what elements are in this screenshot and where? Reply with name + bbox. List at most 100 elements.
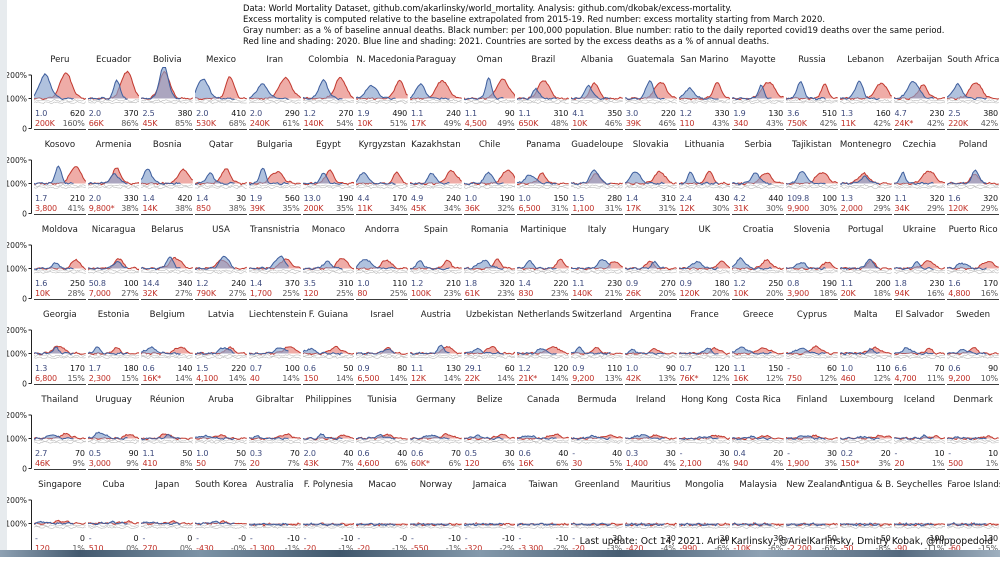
pct-annual-deaths-value: 6%: [394, 458, 408, 468]
pct-annual-deaths-value: 14%: [497, 373, 515, 383]
excess-mortality-sparkline: [839, 434, 892, 444]
country-name: Lebanon: [847, 55, 885, 65]
country-name: Bermuda: [577, 395, 617, 405]
pct-annual-deaths-value: 23%: [551, 288, 569, 298]
covid-ratio-value: 1.5: [572, 194, 585, 203]
excess-deaths-value: 1,100: [572, 203, 595, 213]
country-cell-chile: Chile 1.0 190 36K 32%: [463, 139, 517, 224]
covid-ratio-value: 1.0: [518, 194, 531, 203]
covid-ratio-value: 1.5: [196, 364, 209, 373]
pct-annual-deaths-value: 12%: [873, 373, 891, 383]
country-stats: 2.0 410 530K 68%: [195, 109, 247, 130]
country-name: Nicaragua: [91, 225, 136, 235]
country-stats: 13.0 190 200K 35%: [302, 194, 355, 215]
country-cell-south-africa: South Africa 2.5 380 220K 42%: [946, 54, 1000, 139]
country-stats: 1.0 150 6,500 31%: [517, 194, 570, 215]
excess-deaths-value: 790K: [196, 288, 216, 298]
country-cell-serbia: Serbia 4.2 440 31K 30%: [731, 139, 785, 224]
excess-mortality-sparkline: [141, 520, 194, 529]
per-100k-value: 110: [875, 364, 891, 373]
covid-ratio-value: -: [411, 534, 414, 543]
excess-deaths-value: 500: [948, 458, 963, 468]
country-cell-f-polynesia: F. Polynesia - -10 -20 -1%: [302, 479, 356, 558]
per-100k-value: 110: [607, 364, 622, 373]
country-cell-kyrgyzstan: Kyrgyzstan 4.4 170 11K 34%: [355, 139, 409, 224]
pct-annual-deaths-value: 6%: [448, 458, 461, 468]
country-cell-moldova: Moldova 1.6 250 10K 28%: [33, 224, 87, 309]
pct-annual-deaths-value: 31%: [658, 203, 676, 213]
covid-ratio-value: -: [840, 534, 844, 543]
country-cell-greece: Greece 1.1 150 16K 12%: [731, 309, 785, 394]
country-cell-bosnia: Bosnia 1.4 420 14K 38%: [140, 139, 194, 224]
excess-deaths-value: 12K: [679, 203, 695, 213]
excess-deaths-value: 120: [35, 543, 50, 553]
per-100k-value: 10: [934, 449, 945, 458]
excess-mortality-sparkline: [356, 79, 409, 105]
pct-annual-deaths-value: 23%: [443, 288, 461, 298]
per-100k-value: 250: [768, 279, 784, 288]
excess-mortality-sparkline: [624, 347, 677, 359]
covid-ratio-value: 1.6: [948, 279, 961, 288]
country-cell-netherlands: Netherlands 1.2 120 21K* 14%: [516, 309, 570, 394]
country-name: Martinique: [520, 225, 567, 235]
excess-mortality-sparkline: [678, 260, 731, 274]
per-100k-value: 40: [343, 449, 354, 458]
excess-deaths-value: -3,300: [518, 543, 544, 553]
pct-annual-deaths-value: 7%: [287, 458, 300, 468]
country-stats: 2.0 370 66K 86%: [87, 109, 140, 130]
per-100k-value: -100: [926, 534, 945, 543]
covid-ratio-value: 2.5: [142, 109, 155, 118]
excess-mortality-sparkline: [678, 346, 731, 359]
country-cell-puerto-rico: Puerto Rico 1.6 170 4,800 16%: [946, 224, 1000, 309]
country-cell-denmark: Denmark - 10 500 1%: [946, 394, 1000, 479]
y-axis: 200% 100% 0: [7, 224, 33, 309]
per-100k-value: 410: [231, 109, 246, 118]
excess-deaths-value: 510: [88, 543, 104, 553]
excess-deaths-value: 1,400: [625, 458, 648, 468]
country-cell-estonia: Estonia 1.7 180 2,300 15%: [87, 309, 141, 394]
per-100k-value: 310: [338, 279, 354, 288]
excess-deaths-value: 11K: [357, 203, 373, 213]
country-cell-france: France 0.7 120 76K* 12%: [678, 309, 732, 394]
country-cell-gibraltar: Gibraltar 0.3 70 20 7%: [248, 394, 302, 479]
excess-mortality-sparkline: [839, 171, 892, 190]
country-stats: 0.6 40 16K 6%: [517, 449, 570, 470]
excess-mortality-sparkline: [410, 522, 462, 529]
country-name: Estonia: [97, 310, 130, 320]
excess-mortality-sparkline: [463, 169, 516, 189]
country-cell-seychelles: Seychelles - -100 -90 -11%: [893, 479, 947, 558]
country-cell-cuba: Cuba - 0 510 0%: [87, 479, 141, 558]
country-stats: 1.0 190 36K 32%: [463, 194, 516, 215]
excess-mortality-sparkline: [195, 346, 247, 359]
country-cell-germany: Germany 0.6 70 60K* 6%: [409, 394, 463, 479]
covid-ratio-value: 1.6: [35, 279, 48, 288]
covid-ratio-value: -: [196, 534, 199, 543]
excess-deaths-value: 46K: [35, 458, 50, 468]
country-stats: 1.2 270 140K 54%: [302, 109, 355, 130]
excess-mortality-sparkline: [517, 522, 570, 529]
per-100k-value: 0: [187, 534, 193, 543]
country-name: Germany: [416, 395, 456, 405]
pct-annual-deaths-value: 11%: [927, 373, 945, 383]
per-100k-value: 60: [827, 364, 837, 373]
pct-annual-deaths-value: 34%: [389, 203, 408, 213]
covid-ratio-value: 1.4: [249, 279, 262, 288]
covid-ratio-value: 1.9: [733, 109, 746, 118]
excess-mortality-sparkline: [678, 434, 731, 444]
country-cell-lebanon: Lebanon 1.3 160 11K 42%: [839, 54, 893, 139]
excess-mortality-sparkline: [517, 346, 570, 359]
country-stats: 0.6 90 9,200 10%: [947, 364, 999, 385]
excess-deaths-value: 45K: [411, 203, 426, 213]
country-name: Iceland: [903, 395, 935, 405]
country-stats: 2.5 380 45K 85%: [141, 109, 194, 130]
pct-annual-deaths-value: 23%: [497, 288, 515, 298]
covid-ratio-value: 4.1: [572, 109, 585, 118]
per-100k-value: 120: [553, 364, 569, 373]
pct-annual-deaths-value: 29%: [980, 203, 998, 213]
covid-ratio-value: -: [464, 534, 468, 543]
country-stats: 0.4 20 940 4%: [732, 449, 785, 470]
covid-ratio-value: 2.0: [196, 109, 209, 118]
country-cell-italy: Italy 1.1 230 140K 21%: [570, 224, 624, 309]
excess-mortality-sparkline: [571, 522, 623, 530]
per-100k-value: -10: [555, 534, 569, 543]
